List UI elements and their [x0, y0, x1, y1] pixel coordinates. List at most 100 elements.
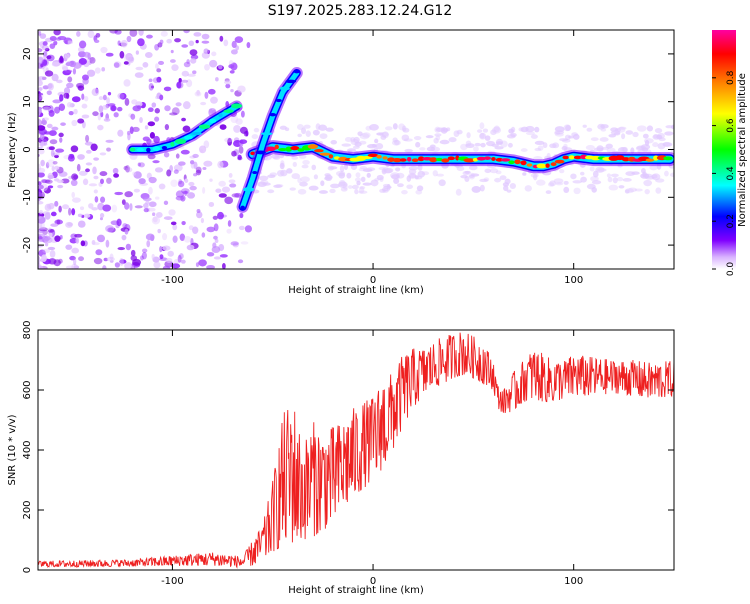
halo-blob	[297, 177, 302, 184]
noise-blob	[148, 83, 154, 91]
halo-blob	[503, 185, 509, 192]
noise-blob	[229, 183, 237, 188]
noise-blob	[246, 41, 251, 49]
noise-blob	[215, 77, 219, 82]
halo-blob	[324, 174, 333, 182]
noise-blob	[73, 62, 82, 69]
trace-hotspot	[129, 147, 136, 152]
halo-blob	[330, 183, 340, 189]
noise-blob	[238, 145, 244, 154]
noise-blob	[218, 243, 225, 252]
noise-blob	[219, 124, 227, 130]
halo-blob	[664, 170, 669, 177]
noise-blob	[51, 126, 59, 131]
noise-blob	[77, 213, 83, 218]
trace-hotspot	[491, 157, 496, 161]
halo-blob	[280, 169, 288, 177]
noise-blob	[203, 140, 210, 149]
halo-blob	[658, 137, 666, 142]
trace-hotspot	[361, 155, 373, 160]
halo-blob	[362, 132, 371, 138]
trace-hotspot	[520, 160, 527, 166]
noise-blob	[65, 265, 75, 269]
halo-blob	[291, 156, 299, 160]
noise-blob	[226, 228, 232, 234]
noise-blob	[164, 105, 171, 112]
noise-blob	[154, 116, 160, 122]
halo-blob	[572, 180, 583, 184]
noise-blob	[142, 197, 152, 202]
halo-blob	[632, 131, 639, 138]
noise-blob	[130, 249, 136, 257]
halo-blob	[366, 144, 377, 149]
trace-hotspot	[260, 132, 273, 136]
noise-blob	[203, 160, 213, 167]
noise-blob	[114, 30, 122, 35]
noise-blob	[99, 213, 105, 218]
halo-blob	[506, 134, 516, 139]
noise-blob	[38, 30, 42, 36]
halo-blob	[267, 174, 276, 179]
trace-hotspot	[417, 156, 425, 162]
halo-blob	[318, 124, 328, 131]
halo-blob	[302, 159, 310, 165]
halo-blob	[320, 180, 325, 187]
trace-hotspot	[252, 170, 258, 175]
noise-blob	[58, 57, 65, 64]
noise-blob	[142, 248, 148, 253]
halo-blob	[474, 142, 481, 147]
noise-blob	[71, 96, 81, 103]
noise-blob	[48, 109, 55, 117]
noise-blob	[201, 40, 210, 44]
noise-blob	[61, 178, 70, 184]
trace-hotspot	[279, 86, 290, 91]
noise-blob	[70, 145, 79, 153]
halo-blob	[395, 167, 401, 172]
noise-blob	[86, 56, 95, 63]
trace-hotspot	[275, 98, 282, 103]
halo-blob	[381, 187, 389, 192]
noise-blob	[219, 35, 224, 42]
noise-blob	[175, 102, 182, 107]
noise-blob	[188, 181, 195, 187]
noise-blob	[107, 91, 112, 96]
noise-blob	[106, 147, 111, 152]
noise-blob	[208, 108, 217, 114]
halo-blob	[299, 181, 308, 187]
halo-blob	[408, 173, 417, 179]
noise-blob	[67, 76, 73, 83]
noise-blob	[81, 93, 85, 100]
halo-blob	[434, 133, 442, 137]
trace-hotspot	[255, 150, 266, 155]
y-tick-label: 20	[22, 48, 33, 61]
noise-blob	[92, 111, 99, 117]
halo-blob	[616, 176, 624, 182]
noise-blob	[73, 174, 79, 180]
halo-blob	[657, 132, 665, 139]
noise-blob	[41, 254, 47, 262]
noise-blob	[163, 216, 173, 220]
halo-blob	[549, 143, 557, 149]
noise-blob	[228, 64, 235, 69]
halo-blob	[628, 187, 638, 193]
noise-blob	[224, 80, 232, 85]
halo-blob	[651, 174, 658, 179]
trace-hotspot	[568, 155, 575, 160]
halo-blob	[435, 127, 446, 132]
y-tick-label: 0	[22, 567, 33, 573]
noise-blob	[64, 69, 73, 74]
trace-hotspot	[526, 163, 533, 167]
halo-blob	[338, 179, 346, 187]
noise-blob	[100, 46, 108, 54]
halo-blob	[339, 165, 345, 173]
noise-blob	[196, 89, 201, 96]
trace-hotspot	[293, 70, 300, 74]
noise-blob	[48, 232, 53, 237]
halo-blob	[590, 175, 599, 182]
noise-blob	[125, 167, 133, 173]
noise-blob	[189, 160, 195, 165]
noise-blob	[93, 257, 103, 265]
noise-blob	[38, 77, 41, 84]
noise-blob	[100, 178, 104, 185]
trace-hotspot	[285, 79, 297, 84]
